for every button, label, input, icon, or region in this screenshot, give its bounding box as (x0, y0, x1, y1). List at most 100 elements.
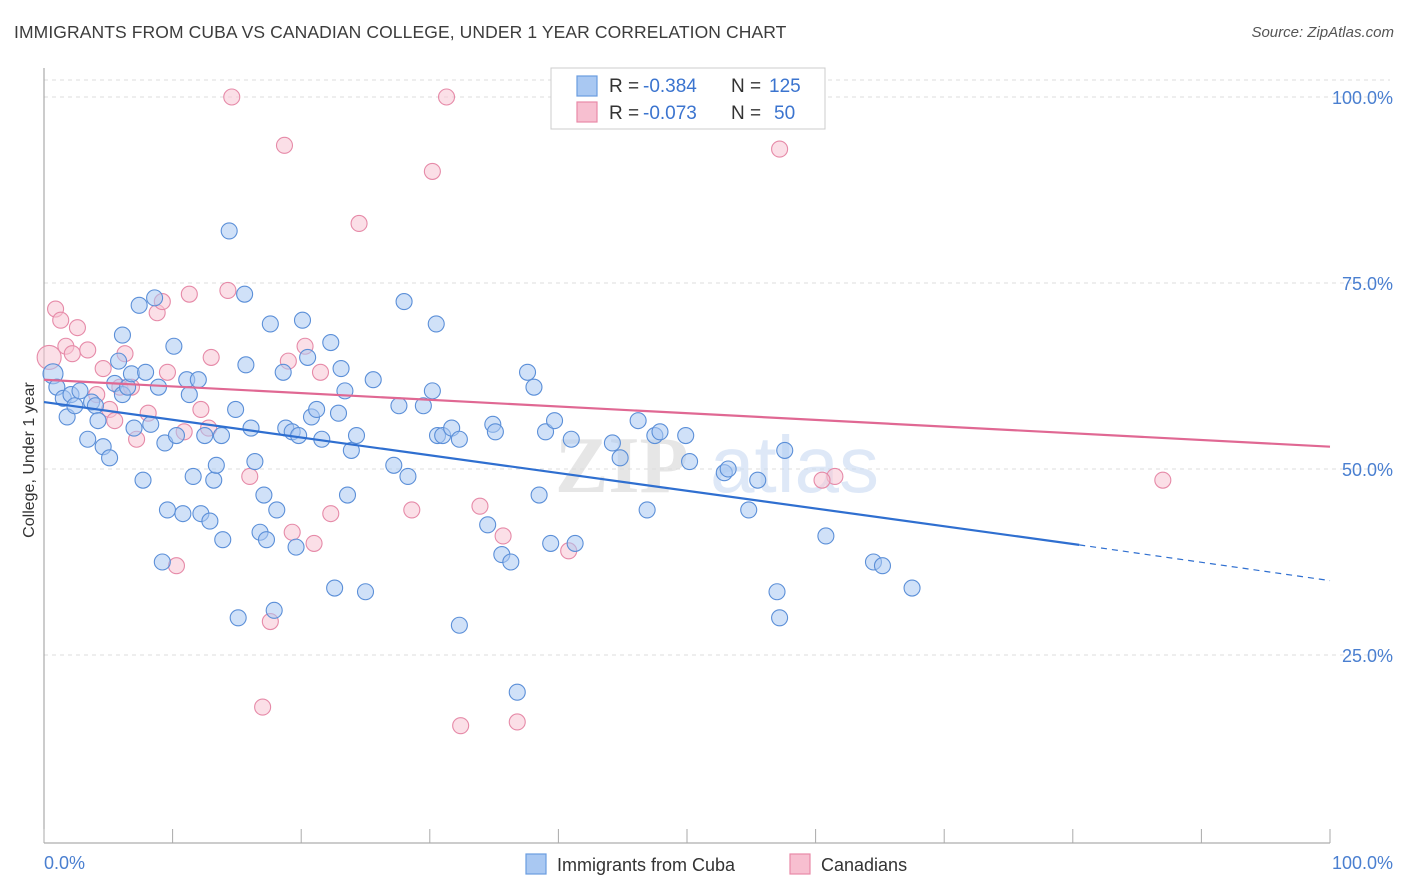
point-cuba-117 (873, 557, 892, 575)
point-cuba-107 (681, 453, 699, 471)
point-cuba-89 (486, 423, 504, 441)
point-cuba-43 (220, 222, 238, 240)
point-cuba-64 (308, 400, 326, 419)
point-cuba-92 (518, 363, 537, 381)
point-cuba-119 (508, 683, 526, 701)
point-cuba-44 (227, 400, 245, 419)
point-cuba-95 (536, 423, 555, 441)
point-cuba-52 (257, 531, 276, 549)
point-cuba-56 (274, 363, 292, 381)
point-cuba-46 (236, 285, 254, 303)
trend-lines (43, 378, 1331, 582)
legend-bottom-label-pink: Canadians (821, 855, 907, 875)
legend-bottom-swatch-pink (789, 853, 811, 875)
watermark: ZIP atlas (555, 420, 879, 510)
point-cuba-82 (427, 315, 445, 333)
point-cuba-110 (740, 501, 758, 519)
trend-line-cuba-extension (1079, 544, 1331, 582)
point-cuba-41 (212, 426, 231, 445)
legend-swatch-blue (576, 75, 598, 97)
point-cuba-111 (749, 471, 767, 489)
point-cuba-76 (385, 456, 403, 474)
legend-n-value-blue: 125 (769, 76, 801, 97)
point-canadians-46 (771, 140, 789, 158)
point-cuba-62 (299, 348, 317, 366)
point-canadians-39 (423, 162, 441, 180)
y-tick-label-1: 50.0% (1342, 460, 1393, 480)
point-cuba-35 (189, 371, 207, 389)
point-cuba-114 (776, 441, 794, 459)
point-cuba-120 (450, 430, 468, 448)
series-canadians (36, 88, 1172, 735)
point-cuba-42 (214, 531, 232, 549)
point-cuba-24 (146, 289, 164, 307)
point-canadians-43 (494, 527, 512, 545)
point-cuba-54 (265, 601, 283, 619)
point-canadians-2 (52, 311, 70, 329)
point-cuba-14 (110, 352, 128, 370)
point-cuba-105 (651, 423, 669, 441)
point-canadians-26 (223, 88, 241, 106)
point-canadians-28 (254, 698, 272, 716)
watermark-atlas: atlas (710, 420, 879, 509)
point-cuba-12 (101, 449, 119, 467)
point-cuba-100 (603, 434, 621, 452)
point-cuba-38 (201, 512, 219, 530)
point-canadians-25 (219, 281, 237, 299)
point-canadians-38 (403, 501, 421, 519)
point-cuba-99 (566, 534, 584, 552)
point-cuba-61 (293, 311, 312, 329)
trend-line-cuba (43, 400, 1080, 546)
point-cuba-69 (332, 360, 350, 378)
point-cuba-103 (638, 501, 656, 519)
legend-r-label-blue: R = (609, 76, 639, 97)
point-canadians-30 (275, 136, 294, 154)
point-cuba-26 (153, 553, 171, 571)
point-cuba-81 (423, 382, 441, 400)
point-cuba-9 (86, 397, 104, 415)
point-canadians-21 (180, 285, 198, 303)
point-cuba-97 (545, 412, 564, 430)
point-cuba-113 (771, 609, 789, 627)
point-cuba-91 (502, 553, 520, 571)
point-canadians-48 (813, 471, 831, 489)
point-cuba-80 (414, 397, 432, 415)
legend-bottom: Immigrants from Cuba Canadians (525, 853, 907, 875)
y-tick-label-0: 25.0% (1342, 646, 1393, 666)
chart-title: IMMIGRANTS FROM CUBA VS CANADIAN COLLEGE… (14, 22, 787, 42)
legend-top: R = -0.384 N = 125 R = -0.073 N = 50 (550, 67, 826, 130)
point-cuba-51 (255, 486, 273, 504)
point-cuba-71 (338, 486, 357, 504)
point-cuba-29 (165, 337, 183, 355)
point-cuba-22 (137, 363, 155, 381)
point-cuba-68 (329, 404, 348, 422)
point-cuba-73 (347, 426, 366, 445)
point-canadians-22 (192, 400, 210, 419)
point-cuba-18 (122, 365, 140, 383)
point-canadians-37 (350, 214, 368, 233)
legend-n-label-blue: N = (731, 76, 761, 97)
point-cuba-55 (268, 501, 286, 519)
tick-labels: 25.0% 50.0% 75.0% 100.0% 0.0% 100.0% (44, 88, 1393, 873)
point-cuba-33 (180, 386, 198, 404)
point-cuba-34 (184, 467, 202, 485)
point-cuba-20 (130, 296, 148, 314)
point-cuba-66 (322, 333, 340, 352)
point-cuba-6 (71, 382, 89, 400)
point-canadians-32 (283, 523, 301, 541)
legend-r-label-pink: R = (609, 103, 639, 124)
point-cuba-118 (903, 579, 921, 597)
point-cuba-74 (356, 583, 375, 601)
point-cuba-37 (196, 426, 214, 445)
point-cuba-94 (530, 486, 548, 504)
point-cuba-86 (450, 616, 468, 634)
point-canadians-6 (79, 341, 97, 359)
point-cuba-102 (629, 412, 647, 430)
point-canadians-8 (94, 360, 112, 378)
point-cuba-67 (326, 579, 344, 597)
point-cuba-10 (89, 412, 107, 430)
point-canadians-44 (508, 713, 526, 731)
point-cuba-39 (205, 471, 223, 489)
legend-bottom-swatch-blue (525, 853, 547, 875)
